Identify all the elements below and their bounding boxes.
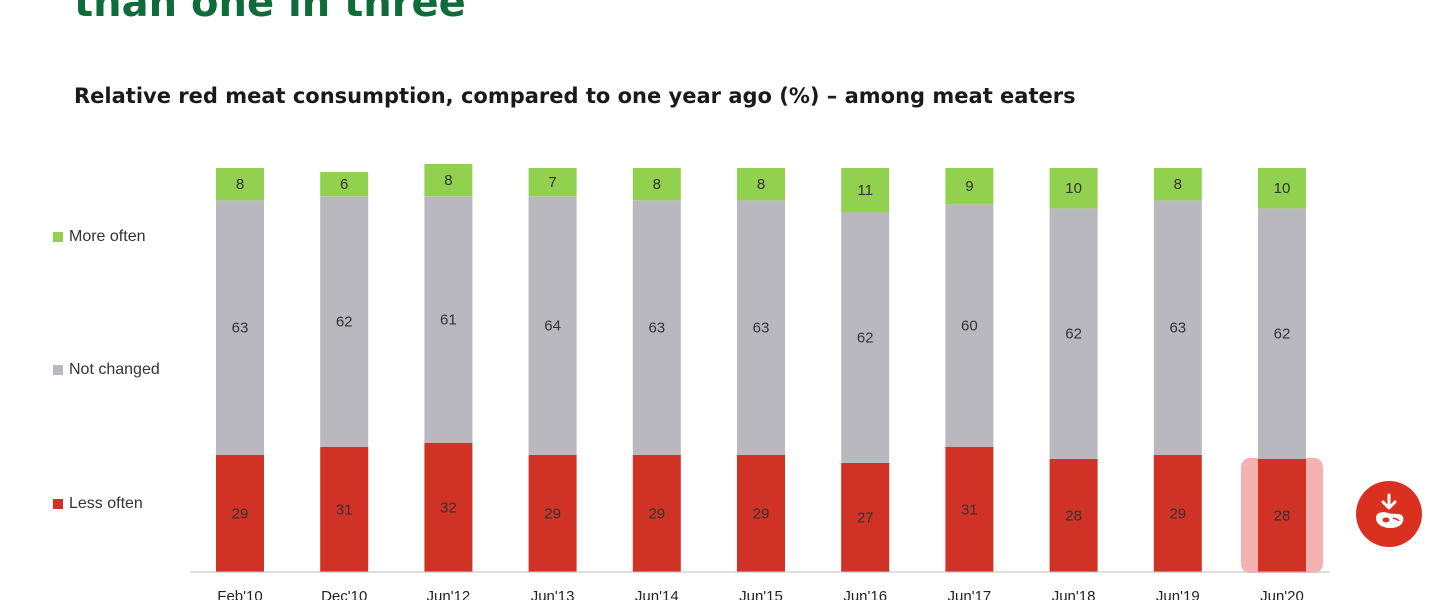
x-tick-label: Feb'10 [217, 588, 262, 600]
bar-segment-more-often [945, 168, 994, 205]
data-label-not-changed: 62 [857, 330, 874, 347]
legend-more-often: More often [53, 228, 145, 246]
data-label-less-often: 27 [857, 509, 874, 526]
bar-segment-more-often [841, 168, 890, 213]
data-label-more-often: 6 [340, 176, 348, 193]
bar-segment-not-changed [528, 196, 577, 455]
bar-segment-not-changed [737, 200, 785, 455]
x-tick-label: Jun'12 [427, 588, 471, 600]
data-label-not-changed: 63 [1169, 320, 1186, 337]
data-label-more-often: 10 [1065, 180, 1082, 197]
headline: than one in three [74, 0, 466, 26]
data-label-more-often: 11 [857, 182, 873, 199]
bar-segment-not-changed [945, 204, 994, 447]
bar-segment-not-changed [1258, 208, 1306, 459]
bar-segment-not-changed [424, 196, 473, 443]
meat-decrease-icon [1356, 481, 1422, 547]
data-label-less-often: 28 [1065, 507, 1082, 524]
legend-less-often: Less often [53, 495, 143, 513]
data-label-more-often: 8 [1174, 176, 1182, 193]
x-tick-label: Jun'17 [948, 588, 992, 600]
legend-label-less-often: Less often [69, 495, 143, 512]
bar-segment-less-often [216, 454, 264, 572]
bar-segment-not-changed [1049, 208, 1098, 459]
data-label-less-often: 29 [544, 505, 561, 522]
data-label-less-often: 32 [440, 499, 457, 516]
bar-segment-less-often [424, 442, 473, 572]
data-label-less-often: 29 [648, 505, 665, 522]
x-tick-label: Jun'15 [739, 588, 783, 600]
data-label-not-changed: 61 [440, 312, 457, 329]
steak-down-arrow-icon [1376, 493, 1404, 528]
data-label-less-often: 29 [1169, 505, 1186, 522]
data-label-not-changed: 60 [961, 318, 978, 335]
data-label-more-often: 8 [444, 172, 452, 189]
bar-segment-less-often [945, 446, 994, 572]
legend-swatch-less-often [53, 499, 63, 509]
data-label-more-often: 8 [236, 176, 244, 193]
data-label-less-often: 29 [753, 505, 770, 522]
data-label-more-often: 8 [757, 176, 765, 193]
data-label-more-often: 8 [653, 176, 661, 193]
x-tick-label: Jun'16 [843, 588, 887, 600]
bar-segment-more-often [528, 168, 577, 197]
bar-segment-more-often [1153, 168, 1202, 201]
bar-segment-more-often [1258, 168, 1306, 209]
bar-segment-less-often [841, 462, 890, 572]
legend-swatch-not-changed [53, 365, 63, 375]
bar-segment-not-changed [1153, 200, 1202, 455]
data-label-more-often: 10 [1274, 180, 1291, 197]
bar-segment-less-often [632, 454, 681, 572]
data-label-not-changed: 62 [1065, 326, 1082, 343]
bar-segment-not-changed [216, 200, 264, 455]
bar-segment-more-often [632, 168, 681, 201]
x-tick-label: Jun'13 [531, 588, 575, 600]
legend-not-changed: Not changed [53, 361, 160, 379]
x-tick-label: Jun'18 [1052, 588, 1096, 600]
data-label-more-often: 9 [965, 178, 973, 195]
x-tick-label: Jun'14 [635, 588, 679, 600]
bar-segment-not-changed [632, 200, 681, 455]
bar-segment-less-often [1153, 454, 1202, 572]
chart-title: Relative red meat consumption, compared … [74, 84, 1076, 108]
data-label-not-changed: 64 [544, 318, 561, 335]
data-label-not-changed: 63 [753, 320, 770, 337]
x-tick-label: Dec'10 [321, 588, 367, 600]
data-label-not-changed: 62 [336, 314, 353, 331]
legend-swatch-more-often [53, 232, 63, 242]
data-label-less-often: 31 [961, 501, 978, 518]
data-label-less-often: 31 [336, 501, 353, 518]
bar-segment-less-often [528, 454, 577, 572]
bar-segment-more-often [216, 168, 264, 201]
bar-segment-less-often [320, 446, 369, 572]
data-label-not-changed: 63 [232, 320, 249, 337]
bar-segment-less-often [1258, 458, 1306, 572]
data-label-less-often: 29 [232, 505, 249, 522]
bar-segment-less-often [737, 454, 785, 572]
data-label-not-changed: 62 [1274, 326, 1291, 343]
bar-segment-more-often [737, 168, 785, 201]
bar-segment-more-often [1049, 168, 1098, 209]
bar-segment-less-often [1049, 458, 1098, 572]
x-tick-label: Jun'19 [1156, 588, 1200, 600]
data-label-not-changed: 63 [648, 320, 665, 337]
bar-segment-more-often [424, 163, 473, 197]
legend-label-not-changed: Not changed [69, 361, 160, 378]
x-tick-label: Jun'20 [1260, 588, 1304, 600]
bar-segment-not-changed [841, 212, 890, 463]
data-label-less-often: 28 [1274, 507, 1291, 524]
bar-segment-more-often [320, 172, 369, 197]
bar-segment-not-changed [320, 196, 369, 447]
data-label-more-often: 7 [548, 174, 556, 191]
legend-label-more-often: More often [69, 228, 146, 245]
